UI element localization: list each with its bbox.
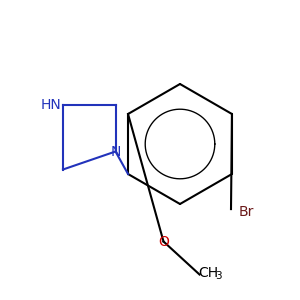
Text: HN: HN [41,98,62,112]
Text: O: O [158,235,169,248]
Text: 3: 3 [215,271,222,281]
Text: N: N [110,145,121,158]
Text: Br: Br [238,205,254,218]
Text: CH: CH [198,266,218,280]
